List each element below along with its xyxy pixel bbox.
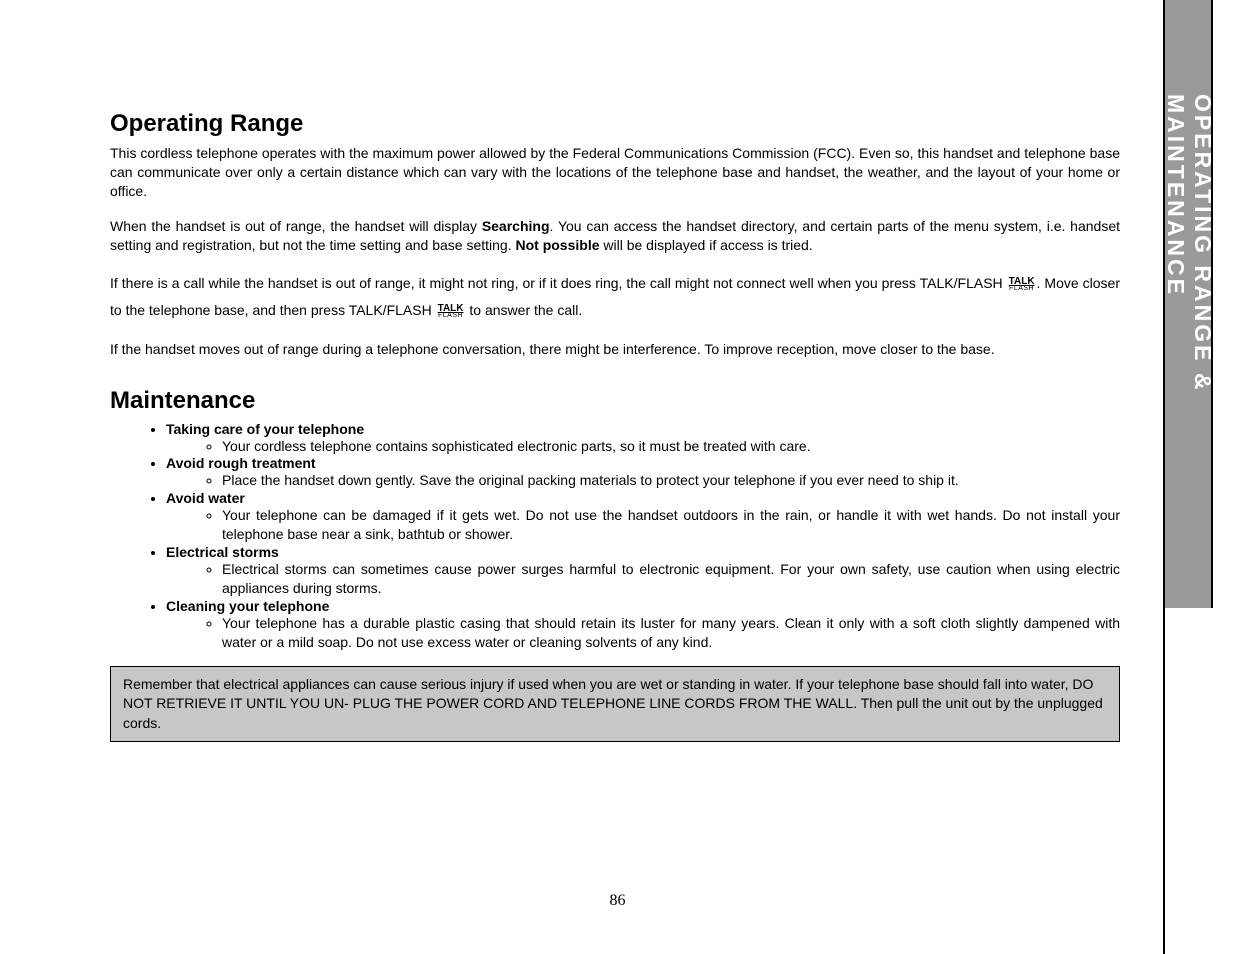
- text-span: When the handset is out of range, the ha…: [110, 218, 482, 234]
- text-span: will be displayed if access is tried.: [600, 237, 813, 253]
- list-item-title: Avoid rough treatment: [166, 455, 316, 471]
- list-item: Cleaning your telephone Your telephone h…: [166, 598, 1120, 652]
- list-item: Electrical storms Electrical storms can …: [166, 544, 1120, 598]
- page-content: Operating Range This cordless telephone …: [110, 110, 1120, 742]
- sub-list: Your telephone has a durable plastic cas…: [166, 614, 1120, 652]
- heading-operating-range: Operating Range: [110, 110, 1120, 138]
- text-span: to answer the call.: [466, 302, 583, 318]
- sub-list: Your cordless telephone contains sophist…: [166, 437, 1120, 456]
- maintenance-list: Taking care of your telephone Your cordl…: [110, 421, 1120, 652]
- sub-list: Electrical storms can sometimes cause po…: [166, 560, 1120, 598]
- sub-list-item: Your telephone has a durable plastic cas…: [222, 614, 1120, 652]
- section-tab: OPERATING RANGE & MAINTENANCE: [1165, 0, 1213, 608]
- list-item-title: Taking care of your telephone: [166, 421, 364, 437]
- para-interference: If the handset moves out of range during…: [110, 340, 1120, 359]
- sub-list-item: Place the handset down gently. Save the …: [222, 471, 1120, 490]
- list-item: Avoid water Your telephone can be damage…: [166, 490, 1120, 544]
- warning-box: Remember that electrical appliances can …: [110, 666, 1120, 743]
- para-searching: When the handset is out of range, the ha…: [110, 217, 1120, 255]
- text-span: If there is a call while the handset is …: [110, 275, 1007, 291]
- talk-icon-bot: FLASH: [438, 313, 464, 319]
- heading-maintenance: Maintenance: [110, 387, 1120, 415]
- text-bold-notpossible: Not possible: [515, 237, 599, 253]
- talk-flash-icon: TALKFLASH: [1009, 277, 1035, 292]
- list-item-title: Cleaning your telephone: [166, 598, 329, 614]
- sub-list-item: Your cordless telephone contains sophist…: [222, 437, 1120, 456]
- list-item: Taking care of your telephone Your cordl…: [166, 421, 1120, 456]
- page-number: 86: [0, 892, 1235, 910]
- sub-list-item: Electrical storms can sometimes cause po…: [222, 560, 1120, 598]
- sub-list: Place the handset down gently. Save the …: [166, 471, 1120, 490]
- list-item: Avoid rough treatment Place the handset …: [166, 455, 1120, 490]
- talk-flash-icon: TALKFLASH: [438, 304, 464, 319]
- sub-list-item: Your telephone can be damaged if it gets…: [222, 506, 1120, 544]
- para-intro: This cordless telephone operates with th…: [110, 144, 1120, 201]
- talk-icon-bot: FLASH: [1009, 286, 1035, 292]
- para-call-out-of-range: If there is a call while the handset is …: [110, 270, 1120, 323]
- list-item-title: Avoid water: [166, 490, 245, 506]
- section-tab-label: OPERATING RANGE & MAINTENANCE: [1165, 94, 1213, 604]
- sub-list: Your telephone can be damaged if it gets…: [166, 506, 1120, 544]
- text-bold-searching: Searching: [482, 218, 550, 234]
- list-item-title: Electrical storms: [166, 544, 279, 560]
